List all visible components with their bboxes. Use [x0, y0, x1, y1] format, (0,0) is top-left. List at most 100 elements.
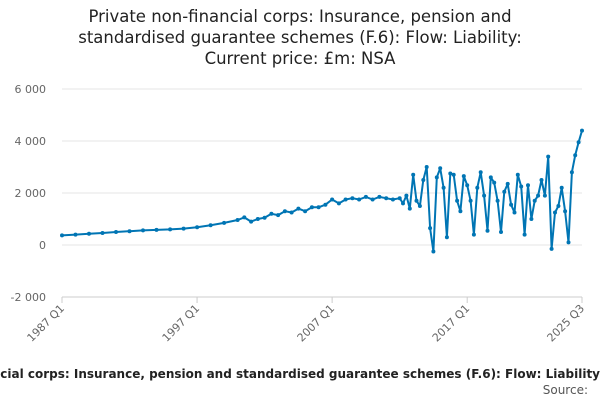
- data-point: [441, 185, 446, 190]
- data-point: [475, 185, 480, 190]
- data-point: [350, 196, 355, 201]
- y-tick-label: 2 000: [15, 187, 47, 200]
- data-point: [519, 184, 524, 189]
- data-point: [417, 204, 422, 208]
- data-point: [455, 198, 460, 203]
- data-point: [458, 209, 463, 214]
- y-tick-label: 4 000: [15, 135, 47, 148]
- data-point: [451, 172, 456, 177]
- data-point: [343, 197, 348, 202]
- data-point: [532, 198, 537, 203]
- data-point: [384, 196, 389, 201]
- chart-title-line-3: Current price: £m: NSA: [204, 49, 396, 68]
- data-point: [127, 229, 132, 234]
- data-point: [536, 193, 541, 198]
- data-point: [424, 165, 429, 169]
- x-tick-label: 1987 Q1: [25, 302, 68, 345]
- x-axis: 1987 Q1 1997 Q1 2007 Q1 2017 Q1 2025 Q3: [25, 296, 588, 345]
- x-tick-label: 1997 Q1: [160, 302, 203, 345]
- data-point: [289, 210, 294, 215]
- data-point: [303, 209, 308, 214]
- x-tick-label: 2007 Q1: [295, 302, 338, 345]
- y-tick-label: 6 000: [15, 83, 47, 96]
- data-point: [181, 226, 186, 231]
- data-point: [195, 225, 200, 230]
- data-point: [488, 175, 493, 180]
- data-point: [309, 205, 314, 210]
- data-point: [363, 194, 368, 199]
- data-point: [421, 178, 426, 182]
- data-point: [428, 226, 433, 231]
- data-point: [411, 172, 416, 177]
- data-point: [529, 217, 534, 221]
- data-point: [482, 193, 487, 198]
- data-point: [526, 183, 530, 188]
- data-point: [580, 128, 584, 133]
- data-point: [573, 153, 578, 158]
- data-point: [370, 197, 375, 202]
- data-point: [255, 217, 260, 221]
- data-point: [485, 228, 490, 233]
- data-point: [549, 246, 554, 251]
- data-point: [431, 249, 436, 254]
- data-point: [509, 202, 514, 207]
- data-point: [502, 189, 507, 194]
- data-point: [141, 228, 145, 233]
- data-point: [269, 211, 274, 216]
- data-point: [522, 232, 527, 237]
- data-point: [566, 240, 571, 245]
- data-point: [168, 227, 173, 232]
- data-point: [404, 193, 409, 198]
- data-point: [515, 172, 520, 177]
- data-point: [87, 231, 91, 236]
- data-point: [316, 205, 321, 210]
- data-point: [222, 220, 227, 225]
- data-point: [262, 215, 267, 220]
- data-point: [401, 201, 405, 206]
- data-point: [471, 232, 476, 237]
- data-point: [505, 181, 510, 186]
- data-point: [492, 180, 497, 185]
- data-point: [576, 140, 581, 145]
- data-point: [114, 230, 118, 234]
- data-point: [60, 233, 64, 238]
- data-point: [242, 215, 247, 220]
- data-point: [438, 166, 443, 171]
- data-point: [461, 174, 466, 179]
- data-point: [208, 223, 213, 228]
- x-tick-label: 2017 Q1: [430, 302, 473, 345]
- data-point: [542, 193, 547, 198]
- data-point: [499, 230, 503, 234]
- legend-entry: Private non-financial corps: Insurance, …: [0, 367, 600, 381]
- data-point: [444, 235, 449, 240]
- chart-title-line-2: standardised guarantee schemes (F.6): Fl…: [78, 28, 522, 47]
- data-point: [512, 210, 517, 215]
- data-point: [377, 194, 382, 199]
- data-point: [73, 232, 78, 237]
- data-point: [397, 196, 402, 201]
- data-point: [563, 209, 568, 214]
- series-group: [60, 128, 584, 254]
- data-point: [556, 204, 561, 208]
- data-point: [569, 170, 574, 175]
- data-point: [478, 170, 483, 175]
- data-point: [276, 213, 281, 218]
- data-point: [296, 206, 301, 211]
- data-point: [434, 175, 439, 180]
- chart-title: Private non-financial corps: Insurance, …: [0, 6, 600, 69]
- data-point: [154, 227, 159, 232]
- data-point: [235, 218, 240, 222]
- source-label: Source:: [543, 383, 588, 397]
- x-tick-label: 2025 Q3: [545, 302, 588, 345]
- data-point: [465, 183, 470, 188]
- data-point: [448, 171, 453, 176]
- chart-title-line-1: Private non-financial corps: Insurance, …: [88, 7, 512, 26]
- legend: Private non-financial corps: Insurance, …: [0, 367, 600, 397]
- data-point: [336, 201, 341, 206]
- data-point: [390, 197, 395, 202]
- data-point: [100, 231, 105, 235]
- data-point: [414, 198, 419, 203]
- data-point: [357, 197, 362, 202]
- data-point: [249, 219, 254, 224]
